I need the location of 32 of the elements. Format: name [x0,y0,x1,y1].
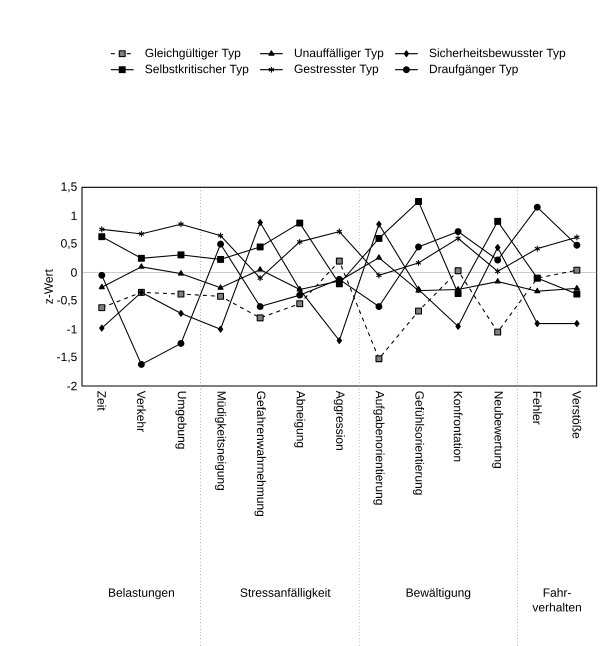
x-tick-label: Verstöße [572,390,582,438]
text: Fahr- verhalten [532,588,581,612]
x-tick-label: Gefahrenwahrnehmung [254,391,266,516]
legend-label: Sicherheitsbewusster Typ [430,48,566,60]
y-tick-label: 0,5 [61,239,77,250]
y-axis-title: z-Wert [44,269,53,304]
x-tick-label: Umgebung [175,392,187,449]
x-tick-label: Gefühlsorientierung [412,391,424,495]
x-tick-label: Aufgabenorientierung [373,390,385,505]
text: Stressanfälligkeit [240,588,331,600]
y-tick-label: 1,5 [62,182,77,192]
y-tick-label: 1 [72,212,77,220]
x-tick-label: Neubewertung [492,392,504,468]
x-tick-label: Müdigkeitsneigung [214,392,226,490]
legend-label: Gestresster Typ [294,64,378,76]
text: Belastungen [109,588,174,600]
legend-label: Draufgänger Typ [430,64,518,76]
x-tick-label: Verkehr [136,390,146,432]
x-tick-label: Aggression [334,390,345,450]
y-tick-label: -1 [67,325,77,334]
x-tick-label: Fehler [532,392,542,425]
legend-label: Gleichgültiger Typ [145,48,240,60]
x-tick-label: Abneigung [294,390,306,448]
legend-label: Selbstkritischer Typ [145,64,248,76]
y-tick-label: -0,5 [57,296,77,306]
y-tick-label: -1,5 [57,352,77,363]
x-tick-label: Zeit [97,391,106,411]
y-tick-label: 0 [71,268,77,277]
text: Bewältigung [406,588,470,600]
legend-label: Unauffälliger Typ [294,48,384,60]
x-tick-label: Konfrontation [454,392,463,462]
y-tick-label: -2 [67,382,77,390]
